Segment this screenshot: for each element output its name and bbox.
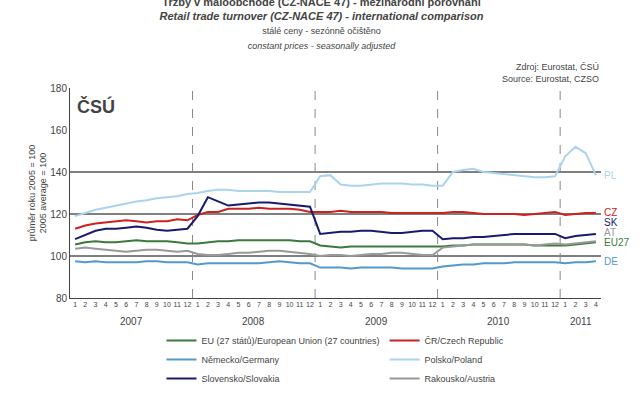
svg-text:2: 2	[328, 301, 332, 308]
svg-text:1: 1	[73, 301, 77, 308]
svg-text:12: 12	[184, 301, 192, 308]
svg-text:2: 2	[574, 301, 578, 308]
svg-text:11: 11	[174, 301, 181, 308]
svg-text:8: 8	[390, 301, 394, 308]
svg-text:100: 100	[50, 251, 67, 262]
svg-text:7: 7	[134, 301, 138, 308]
svg-text:11: 11	[541, 301, 548, 308]
svg-text:PL: PL	[604, 170, 617, 181]
svg-text:5: 5	[114, 301, 118, 308]
svg-text:8: 8	[267, 301, 271, 308]
svg-text:6: 6	[369, 301, 373, 308]
svg-text:1: 1	[563, 301, 567, 308]
svg-text:5: 5	[237, 301, 241, 308]
svg-text:6: 6	[492, 301, 496, 308]
svg-text:DE: DE	[604, 256, 618, 267]
svg-text:10: 10	[286, 301, 294, 308]
svg-text:3: 3	[94, 301, 98, 308]
svg-text:4: 4	[594, 301, 598, 308]
svg-text:Německo/Germany: Německo/Germany	[202, 355, 280, 365]
svg-text:12: 12	[429, 301, 437, 308]
svg-text:11: 11	[419, 301, 426, 308]
svg-text:3: 3	[216, 301, 220, 308]
svg-text:2010: 2010	[487, 316, 510, 327]
svg-text:7: 7	[502, 301, 506, 308]
svg-text:80: 80	[56, 293, 68, 304]
svg-text:Polsko/Poland: Polsko/Poland	[425, 355, 483, 365]
svg-text:7: 7	[257, 301, 261, 308]
svg-text:Zdroj: Eurostat, ČSÚSource: Eu: Zdroj: Eurostat, ČSÚSource: Eurostat, CZ…	[502, 62, 599, 84]
svg-text:5: 5	[482, 301, 486, 308]
svg-text:4: 4	[349, 301, 353, 308]
svg-text:10: 10	[531, 301, 539, 308]
svg-text:EU27: EU27	[604, 237, 629, 248]
svg-text:1: 1	[196, 301, 200, 308]
svg-text:CZ: CZ	[604, 207, 617, 218]
svg-text:9: 9	[155, 301, 159, 308]
svg-text:10: 10	[163, 301, 171, 308]
svg-text:140: 140	[50, 167, 67, 178]
svg-text:3: 3	[584, 301, 588, 308]
svg-text:EU (27 států)/European Union (: EU (27 států)/European Union (27 countri…	[202, 336, 380, 346]
svg-text:180: 180	[50, 83, 67, 94]
svg-text:8: 8	[145, 301, 149, 308]
svg-text:SK: SK	[604, 217, 618, 228]
svg-text:2011: 2011	[570, 316, 592, 327]
svg-text:12: 12	[551, 301, 559, 308]
svg-text:ČSÚ: ČSÚ	[77, 96, 115, 117]
svg-text:ČR/Czech Republic: ČR/Czech Republic	[425, 336, 504, 346]
svg-text:2009: 2009	[365, 316, 388, 327]
svg-text:160: 160	[50, 125, 67, 136]
svg-text:2: 2	[83, 301, 87, 308]
svg-text:7: 7	[379, 301, 383, 308]
svg-text:4: 4	[471, 301, 475, 308]
svg-text:6: 6	[247, 301, 251, 308]
svg-text:Tržby v maloobchodě (CZ-NACE 4: Tržby v maloobchodě (CZ-NACE 47) - mezin…	[160, 0, 484, 51]
svg-text:9: 9	[522, 301, 526, 308]
svg-text:120: 120	[50, 209, 67, 220]
svg-text:1: 1	[441, 301, 445, 308]
svg-text:AT: AT	[604, 227, 616, 238]
svg-text:2007: 2007	[120, 316, 143, 327]
svg-text:2008: 2008	[242, 316, 265, 327]
svg-text:3: 3	[461, 301, 465, 308]
svg-text:2: 2	[451, 301, 455, 308]
svg-text:1: 1	[318, 301, 322, 308]
svg-text:Slovensko/Slovakia: Slovensko/Slovakia	[202, 374, 280, 384]
svg-text:8: 8	[512, 301, 516, 308]
svg-text:4: 4	[226, 301, 230, 308]
svg-text:4: 4	[104, 301, 108, 308]
svg-text:9: 9	[277, 301, 281, 308]
svg-text:2: 2	[206, 301, 210, 308]
svg-text:Rakousko/Austria: Rakousko/Austria	[425, 374, 496, 384]
svg-text:3: 3	[339, 301, 343, 308]
svg-text:10: 10	[408, 301, 416, 308]
svg-text:průměr roku 2005 = 1002005 ave: průměr roku 2005 = 1002005 average = 100	[27, 145, 49, 241]
svg-text:11: 11	[296, 301, 303, 308]
svg-text:5: 5	[359, 301, 363, 308]
svg-text:6: 6	[124, 301, 128, 308]
svg-text:12: 12	[306, 301, 314, 308]
svg-text:9: 9	[400, 301, 404, 308]
